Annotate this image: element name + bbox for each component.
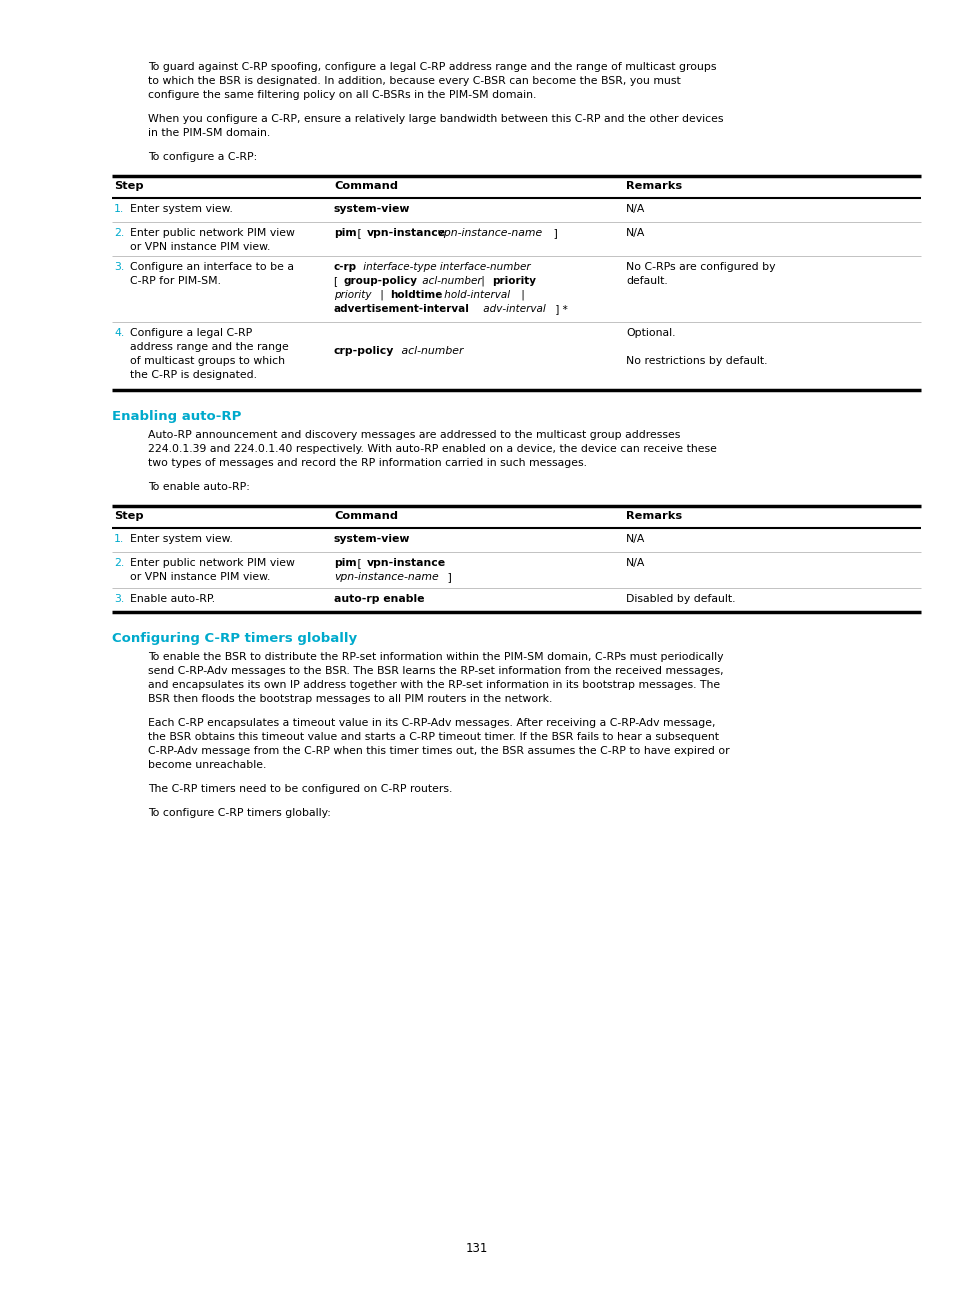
Text: [: [ bbox=[354, 559, 365, 568]
Text: ] *: ] * bbox=[552, 305, 567, 314]
Text: or VPN instance PIM view.: or VPN instance PIM view. bbox=[130, 572, 270, 582]
Text: Auto-RP announcement and discovery messages are addressed to the multicast group: Auto-RP announcement and discovery messa… bbox=[148, 430, 679, 441]
Text: system-view: system-view bbox=[334, 203, 410, 214]
Text: N/A: N/A bbox=[625, 228, 644, 238]
Text: become unreachable.: become unreachable. bbox=[148, 759, 266, 770]
Text: 1.: 1. bbox=[113, 203, 124, 214]
Text: 4.: 4. bbox=[113, 328, 124, 338]
Text: The C-RP timers need to be configured on C-RP routers.: The C-RP timers need to be configured on… bbox=[148, 784, 452, 794]
Text: 2.: 2. bbox=[113, 228, 124, 238]
Text: 224.0.1.39 and 224.0.1.40 respectively. With auto-RP enabled on a device, the de: 224.0.1.39 and 224.0.1.40 respectively. … bbox=[148, 445, 716, 454]
Text: Configure an interface to be a: Configure an interface to be a bbox=[130, 262, 294, 272]
Text: No C-RPs are configured by: No C-RPs are configured by bbox=[625, 262, 775, 272]
Text: default.: default. bbox=[625, 276, 667, 286]
Text: priority: priority bbox=[334, 290, 371, 299]
Text: Enter system view.: Enter system view. bbox=[130, 534, 233, 544]
Text: and encapsulates its own IP address together with the RP-set information in its : and encapsulates its own IP address toge… bbox=[148, 680, 720, 689]
Text: vpn-instance-name: vpn-instance-name bbox=[334, 572, 438, 582]
Text: group-policy: group-policy bbox=[344, 276, 417, 286]
Text: of multicast groups to which: of multicast groups to which bbox=[130, 356, 285, 365]
Text: Command: Command bbox=[334, 181, 397, 191]
Text: [: [ bbox=[334, 276, 341, 286]
Text: Enabling auto-RP: Enabling auto-RP bbox=[112, 410, 241, 422]
Text: crp-policy: crp-policy bbox=[334, 346, 394, 356]
Text: 3.: 3. bbox=[113, 262, 124, 272]
Text: Enter system view.: Enter system view. bbox=[130, 203, 233, 214]
Text: N/A: N/A bbox=[625, 534, 644, 544]
Text: Step: Step bbox=[113, 511, 144, 521]
Text: auto-rp enable: auto-rp enable bbox=[334, 594, 424, 604]
Text: To configure C-RP timers globally:: To configure C-RP timers globally: bbox=[148, 807, 331, 818]
Text: C-RP for PIM-SM.: C-RP for PIM-SM. bbox=[130, 276, 221, 286]
Text: To configure a C-RP:: To configure a C-RP: bbox=[148, 152, 257, 162]
Text: holdtime: holdtime bbox=[390, 290, 442, 299]
Text: |: | bbox=[517, 290, 524, 301]
Text: pim: pim bbox=[334, 228, 356, 238]
Text: or VPN instance PIM view.: or VPN instance PIM view. bbox=[130, 242, 270, 251]
Text: 3.: 3. bbox=[113, 594, 124, 604]
Text: adv-interval: adv-interval bbox=[479, 305, 545, 314]
Text: To enable the BSR to distribute the RP-set information within the PIM-SM domain,: To enable the BSR to distribute the RP-s… bbox=[148, 652, 722, 662]
Text: ]: ] bbox=[443, 572, 452, 582]
Text: Step: Step bbox=[113, 181, 144, 191]
Text: Remarks: Remarks bbox=[625, 181, 681, 191]
Text: priority: priority bbox=[492, 276, 536, 286]
Text: pim: pim bbox=[334, 559, 356, 568]
Text: the C-RP is designated.: the C-RP is designated. bbox=[130, 369, 256, 380]
Text: Enter public network PIM view: Enter public network PIM view bbox=[130, 559, 294, 568]
Text: ]: ] bbox=[550, 228, 558, 238]
Text: 2.: 2. bbox=[113, 559, 124, 568]
Text: Command: Command bbox=[334, 511, 397, 521]
Text: vpn-instance: vpn-instance bbox=[367, 228, 446, 238]
Text: [: [ bbox=[354, 228, 365, 238]
Text: in the PIM-SM domain.: in the PIM-SM domain. bbox=[148, 128, 270, 137]
Text: No restrictions by default.: No restrictions by default. bbox=[625, 356, 767, 365]
Text: send C-RP-Adv messages to the BSR. The BSR learns the RP-set information from th: send C-RP-Adv messages to the BSR. The B… bbox=[148, 666, 723, 677]
Text: When you configure a C-RP, ensure a relatively large bandwidth between this C-RP: When you configure a C-RP, ensure a rela… bbox=[148, 114, 722, 124]
Text: configure the same filtering policy on all C-BSRs in the PIM-SM domain.: configure the same filtering policy on a… bbox=[148, 89, 536, 100]
Text: the BSR obtains this timeout value and starts a C-RP timeout timer. If the BSR f: the BSR obtains this timeout value and s… bbox=[148, 732, 719, 743]
Text: advertisement-interval: advertisement-interval bbox=[334, 305, 470, 314]
Text: C-RP-Adv message from the C-RP when this timer times out, the BSR assumes the C-: C-RP-Adv message from the C-RP when this… bbox=[148, 746, 729, 756]
Text: N/A: N/A bbox=[625, 203, 644, 214]
Text: acl-number: acl-number bbox=[418, 276, 481, 286]
Text: |: | bbox=[376, 290, 387, 301]
Text: hold-interval: hold-interval bbox=[440, 290, 510, 299]
Text: 131: 131 bbox=[465, 1242, 488, 1255]
Text: c-rp: c-rp bbox=[334, 262, 356, 272]
Text: two types of messages and record the RP information carried in such messages.: two types of messages and record the RP … bbox=[148, 457, 586, 468]
Text: BSR then floods the bootstrap messages to all PIM routers in the network.: BSR then floods the bootstrap messages t… bbox=[148, 693, 552, 704]
Text: interface-type interface-number: interface-type interface-number bbox=[359, 262, 530, 272]
Text: system-view: system-view bbox=[334, 534, 410, 544]
Text: Disabled by default.: Disabled by default. bbox=[625, 594, 735, 604]
Text: vpn-instance: vpn-instance bbox=[367, 559, 446, 568]
Text: To guard against C-RP spoofing, configure a legal C-RP address range and the ran: To guard against C-RP spoofing, configur… bbox=[148, 62, 716, 73]
Text: |: | bbox=[477, 276, 488, 286]
Text: N/A: N/A bbox=[625, 559, 644, 568]
Text: acl-number: acl-number bbox=[397, 346, 463, 356]
Text: Each C-RP encapsulates a timeout value in its C-RP-Adv messages. After receiving: Each C-RP encapsulates a timeout value i… bbox=[148, 718, 715, 728]
Text: to which the BSR is designated. In addition, because every C-BSR can become the : to which the BSR is designated. In addit… bbox=[148, 76, 680, 86]
Text: Optional.: Optional. bbox=[625, 328, 675, 338]
Text: vpn-instance-name: vpn-instance-name bbox=[434, 228, 541, 238]
Text: 1.: 1. bbox=[113, 534, 124, 544]
Text: Enable auto-RP.: Enable auto-RP. bbox=[130, 594, 214, 604]
Text: Configuring C-RP timers globally: Configuring C-RP timers globally bbox=[112, 632, 356, 645]
Text: Configure a legal C-RP: Configure a legal C-RP bbox=[130, 328, 252, 338]
Text: Enter public network PIM view: Enter public network PIM view bbox=[130, 228, 294, 238]
Text: Remarks: Remarks bbox=[625, 511, 681, 521]
Text: address range and the range: address range and the range bbox=[130, 342, 289, 353]
Text: To enable auto-RP:: To enable auto-RP: bbox=[148, 482, 250, 492]
